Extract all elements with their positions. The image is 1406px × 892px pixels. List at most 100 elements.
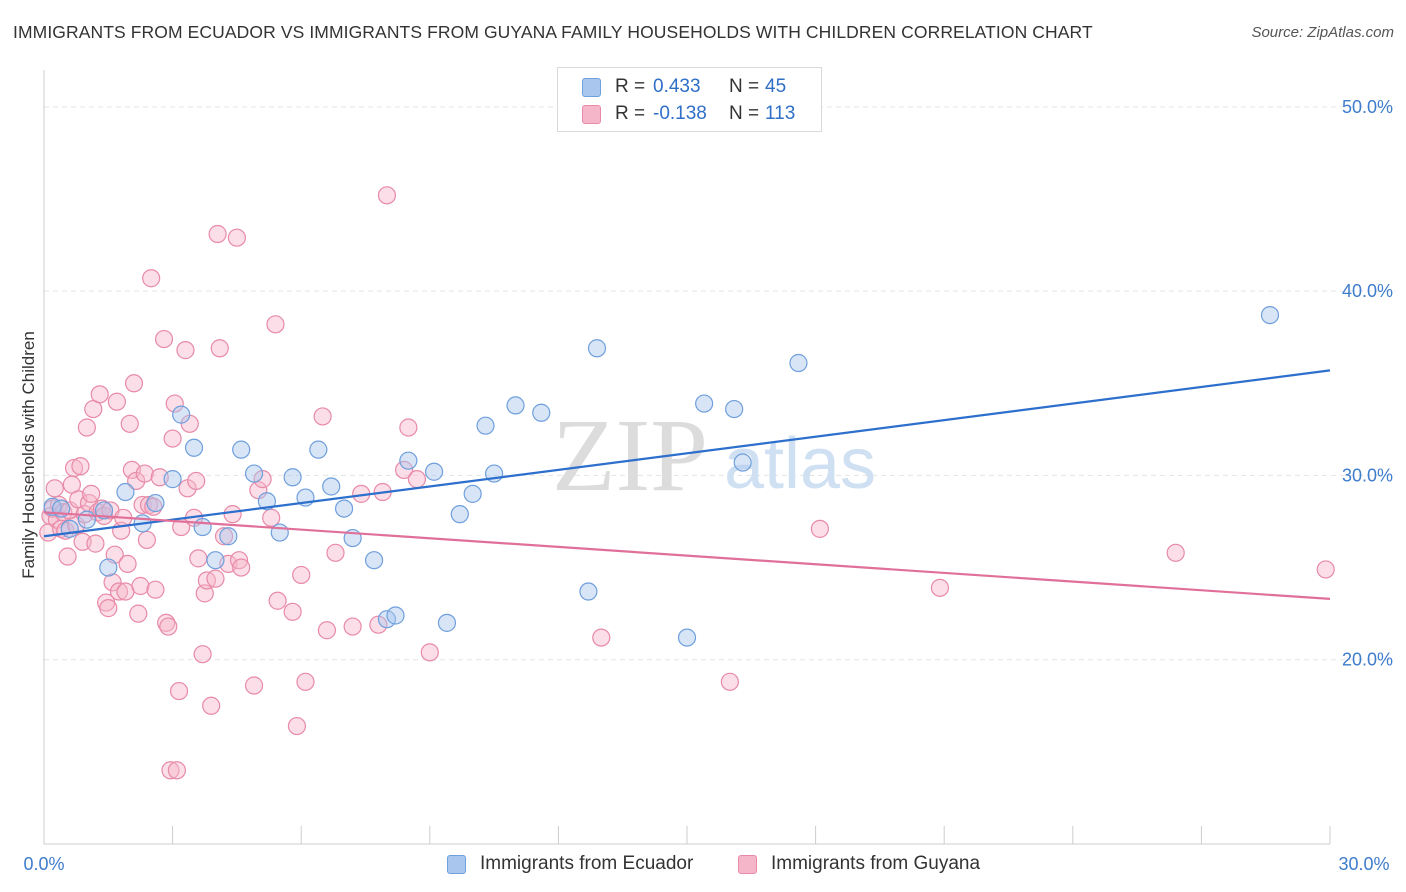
guyana-point <box>214 527 234 546</box>
ecuador-point <box>322 477 341 496</box>
legend-item-ecuador: Immigrants from Ecuador <box>447 852 693 876</box>
ecuador-point <box>206 551 225 570</box>
guyana-point <box>313 407 332 426</box>
guyana-legend-swatch <box>738 854 757 874</box>
guyana-point <box>154 329 174 349</box>
legend-r-value: 0.433 <box>653 76 701 97</box>
ecuador-point <box>283 468 302 487</box>
guyana-point <box>135 464 154 483</box>
guyana-point <box>58 547 77 566</box>
guyana-point <box>592 628 611 647</box>
ecuador-point <box>677 628 697 647</box>
ecuador-point <box>1260 306 1280 325</box>
ecuador-point <box>116 482 135 502</box>
watermark: ZIP atlas <box>552 398 876 513</box>
guyana-point <box>165 394 184 413</box>
guyana-point <box>229 551 249 570</box>
legend-row-guyana: R = -0.138 N = 113 <box>582 102 795 126</box>
ecuador-point <box>163 470 182 489</box>
ecuador-point <box>270 523 289 542</box>
ecuador-point <box>257 492 277 511</box>
guyana-point <box>159 617 178 636</box>
guyana-point <box>223 505 242 524</box>
ecuador-point <box>789 353 808 373</box>
guyana-point <box>103 573 122 592</box>
watermark-atlas: atlas <box>724 424 876 504</box>
guyana-point <box>326 543 345 562</box>
ecuador-point <box>463 484 482 503</box>
ecuador-point <box>579 582 598 601</box>
guyana-point <box>109 582 129 601</box>
guyana-trend-line <box>43 511 1331 600</box>
guyana-point <box>266 315 285 334</box>
guyana-point <box>244 676 264 695</box>
y-tick-label: 20.0% <box>1342 650 1393 670</box>
legend-n-label: N = <box>729 76 760 97</box>
grid-lines <box>44 106 1395 661</box>
guyana-point <box>124 374 144 393</box>
legend-item-guyana: Immigrants from Guyana <box>738 852 980 876</box>
ecuador-point <box>172 405 191 424</box>
watermark-zip: ZIP <box>552 398 708 513</box>
ecuador-point <box>94 501 114 520</box>
guyana-point <box>208 224 227 244</box>
guyana-point <box>90 385 109 404</box>
guyana-point <box>45 479 64 498</box>
ecuador-point <box>146 493 165 513</box>
ecuador-point <box>476 416 495 435</box>
ecuador-point <box>695 394 714 413</box>
y-tick-label: 40.0% <box>1342 281 1393 301</box>
legend-row-ecuador: R = 0.433 N = 45 <box>582 75 786 99</box>
ecuador-point <box>232 440 251 459</box>
guyana-point <box>268 591 287 610</box>
series-ecuador-points <box>43 306 1280 647</box>
guyana-point <box>206 569 225 588</box>
ecuador-point <box>60 519 79 538</box>
guyana-point <box>99 599 118 618</box>
x-tick-label: 30.0% <box>1338 854 1389 874</box>
ecuador-point <box>364 551 384 570</box>
guyana-point <box>167 761 186 780</box>
ecuador-point <box>184 438 204 457</box>
tick-labels: 20.0% 30.0% 40.0% 50.0% 0.0% 30.0% <box>23 97 1393 874</box>
guyana-point <box>202 696 221 715</box>
legend-label-ecuador: Immigrants from Ecuador <box>480 853 694 874</box>
y-axis-label: Family Households with Children <box>19 331 38 579</box>
ecuador-point <box>334 499 354 518</box>
ecuador-point <box>244 464 264 483</box>
guyana-point <box>187 471 206 491</box>
guyana-point <box>399 418 418 437</box>
guyana-point <box>137 530 156 550</box>
guyana-point <box>193 645 212 664</box>
source-label: Source: ZipAtlas.com <box>1251 24 1394 41</box>
guyana-point <box>810 519 829 538</box>
ecuador-swatch <box>582 77 601 97</box>
guyana-point <box>296 672 315 691</box>
guyana-point <box>71 457 90 476</box>
trend-lines <box>43 369 1331 600</box>
ecuador-point <box>733 453 752 472</box>
guyana-point <box>394 460 414 479</box>
guyana-point <box>120 414 139 433</box>
legend-r-label: R = <box>615 76 646 97</box>
guyana-point <box>163 429 182 448</box>
legend-r-value: -0.138 <box>653 103 707 124</box>
y-tick-label: 30.0% <box>1342 465 1393 485</box>
ecuador-point <box>506 396 525 415</box>
ecuador-point <box>450 505 469 524</box>
guyana-point <box>161 761 180 780</box>
guyana-point <box>118 554 137 573</box>
guyana-point <box>129 604 148 623</box>
axes <box>43 70 1331 845</box>
ecuador-point <box>532 403 551 422</box>
guyana-point <box>343 617 362 636</box>
guyana-point <box>189 549 208 568</box>
guyana-point <box>292 565 311 585</box>
guyana-point <box>232 558 251 577</box>
legend-r-label: R = <box>615 103 646 124</box>
ecuador-trend-line <box>43 369 1331 538</box>
guyana-point <box>64 458 84 478</box>
guyana-point <box>227 228 246 247</box>
guyana-point <box>210 339 229 358</box>
